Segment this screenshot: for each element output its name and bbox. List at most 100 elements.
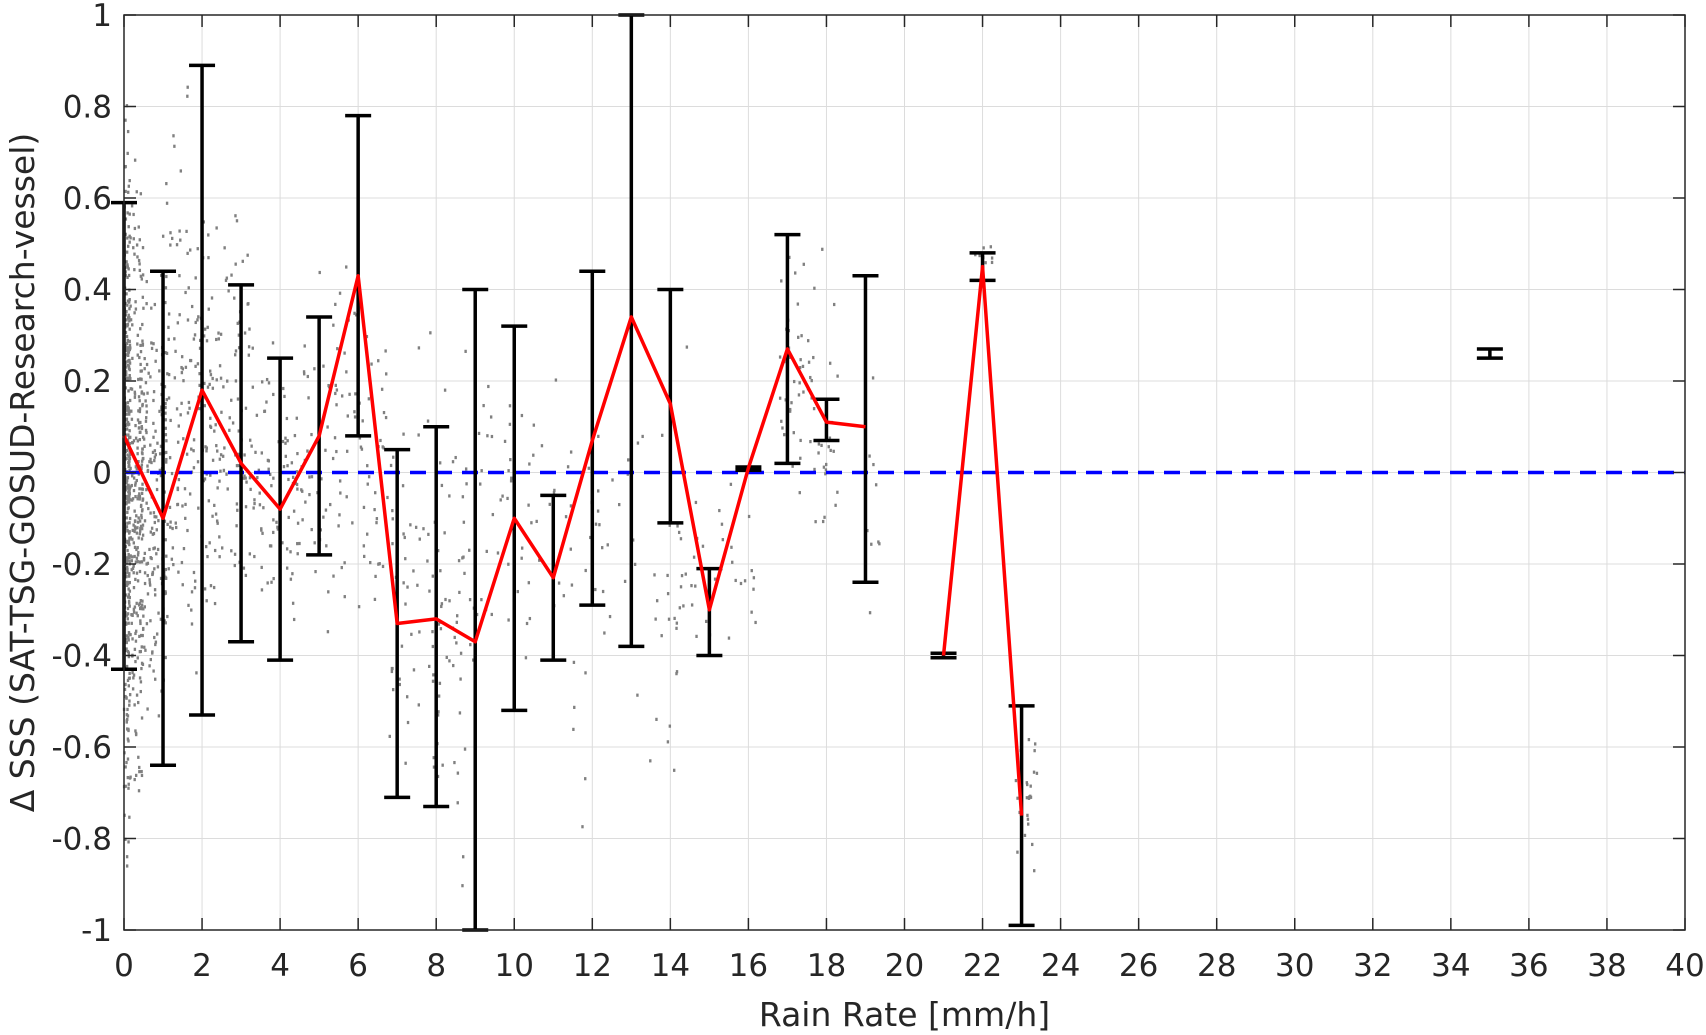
scatter-point (153, 635, 156, 640)
scatter-point (139, 362, 142, 367)
scatter-point (156, 441, 159, 445)
scatter-point (327, 385, 331, 389)
scatter-point (140, 666, 143, 671)
scatter-point (146, 707, 149, 711)
scatter-point (128, 179, 131, 183)
scatter-point (132, 607, 136, 611)
scatter-point (509, 458, 512, 462)
scatter-point (126, 324, 129, 328)
scatter-point (267, 467, 270, 471)
scatter-point (148, 583, 152, 587)
scatter-point (152, 421, 155, 425)
scatter-point (190, 590, 194, 594)
scatter-point (137, 603, 141, 607)
scatter-point (320, 477, 323, 481)
scatter-point (242, 566, 246, 570)
scatter-point (391, 688, 395, 692)
scatter-point (126, 483, 130, 488)
scatter-point (825, 462, 828, 467)
scatter-point (219, 469, 222, 473)
scatter-point (128, 327, 131, 331)
scatter-point (136, 520, 140, 524)
scatter-point (136, 497, 139, 501)
scatter-point (796, 302, 800, 306)
scatter-point (465, 482, 468, 486)
scatter-point (126, 303, 129, 307)
scatter-point (153, 449, 157, 453)
scatter-point (213, 429, 216, 433)
scatter-point (798, 491, 801, 495)
scatter-point (127, 638, 130, 642)
scatter-point (134, 436, 138, 440)
scatter-point (409, 523, 412, 527)
scatter-point (155, 528, 158, 532)
y-tick-label: -1 (81, 913, 112, 949)
scatter-point (655, 599, 659, 603)
scatter-point (125, 760, 128, 765)
scatter-point (181, 583, 184, 587)
scatter-point (318, 270, 321, 275)
scatter-point (138, 532, 141, 536)
scatter-point (1027, 822, 1030, 826)
scatter-point (135, 514, 138, 518)
scatter-point (225, 472, 228, 476)
scatter-point (189, 248, 192, 252)
scatter-point (154, 642, 157, 647)
scatter-point (125, 250, 129, 254)
scatter-point (197, 315, 200, 319)
scatter-point (334, 383, 337, 387)
scatter-point (552, 490, 556, 495)
scatter-point (211, 376, 214, 381)
scatter-point (245, 480, 248, 484)
scatter-point (370, 362, 373, 366)
scatter-point (131, 671, 134, 675)
scatter-point (140, 491, 144, 495)
scatter-point (398, 677, 401, 681)
scatter-point (667, 617, 671, 621)
scatter-point (127, 621, 130, 625)
scatter-point (821, 247, 824, 251)
scatter-point (296, 521, 300, 525)
scatter-point (125, 713, 129, 717)
scatter-point (127, 531, 131, 535)
scatter-point (128, 339, 131, 343)
x-tick-label: 26 (1119, 948, 1158, 984)
scatter-point (210, 296, 214, 300)
scatter-point (439, 627, 443, 631)
scatter-point (334, 391, 337, 396)
scatter-point (528, 462, 531, 466)
scatter-point (152, 511, 156, 515)
scatter-point (828, 361, 832, 365)
scatter-point (270, 580, 273, 584)
scatter-point (458, 590, 461, 595)
scatter-point (661, 433, 664, 437)
scatter-point (155, 632, 159, 636)
scatter-point (126, 423, 130, 427)
scatter-point (1016, 850, 1019, 854)
scatter-point (126, 541, 129, 545)
scatter-point (152, 547, 155, 551)
scatter-point (343, 351, 346, 355)
scatter-point (461, 855, 465, 859)
scatter-point (164, 590, 167, 594)
scatter-point (432, 765, 436, 769)
scatter-point (530, 521, 533, 525)
scatter-point (139, 274, 143, 278)
scatter-point (205, 446, 209, 450)
scatter-point (335, 449, 338, 454)
scatter-point (338, 291, 342, 295)
scatter-point (141, 447, 144, 451)
scatter-point (175, 525, 178, 530)
scatter-point (824, 468, 828, 472)
scatter-point (799, 358, 802, 362)
scatter-point (603, 631, 606, 635)
scatter-point (126, 507, 130, 511)
scatter-point (129, 304, 132, 308)
scatter-point (332, 574, 335, 578)
scatter-point (597, 489, 600, 493)
scatter-point (194, 579, 197, 583)
scatter-point (792, 379, 796, 384)
scatter-point (230, 549, 233, 553)
scatter-point (406, 585, 409, 589)
scatter-point (463, 747, 467, 751)
